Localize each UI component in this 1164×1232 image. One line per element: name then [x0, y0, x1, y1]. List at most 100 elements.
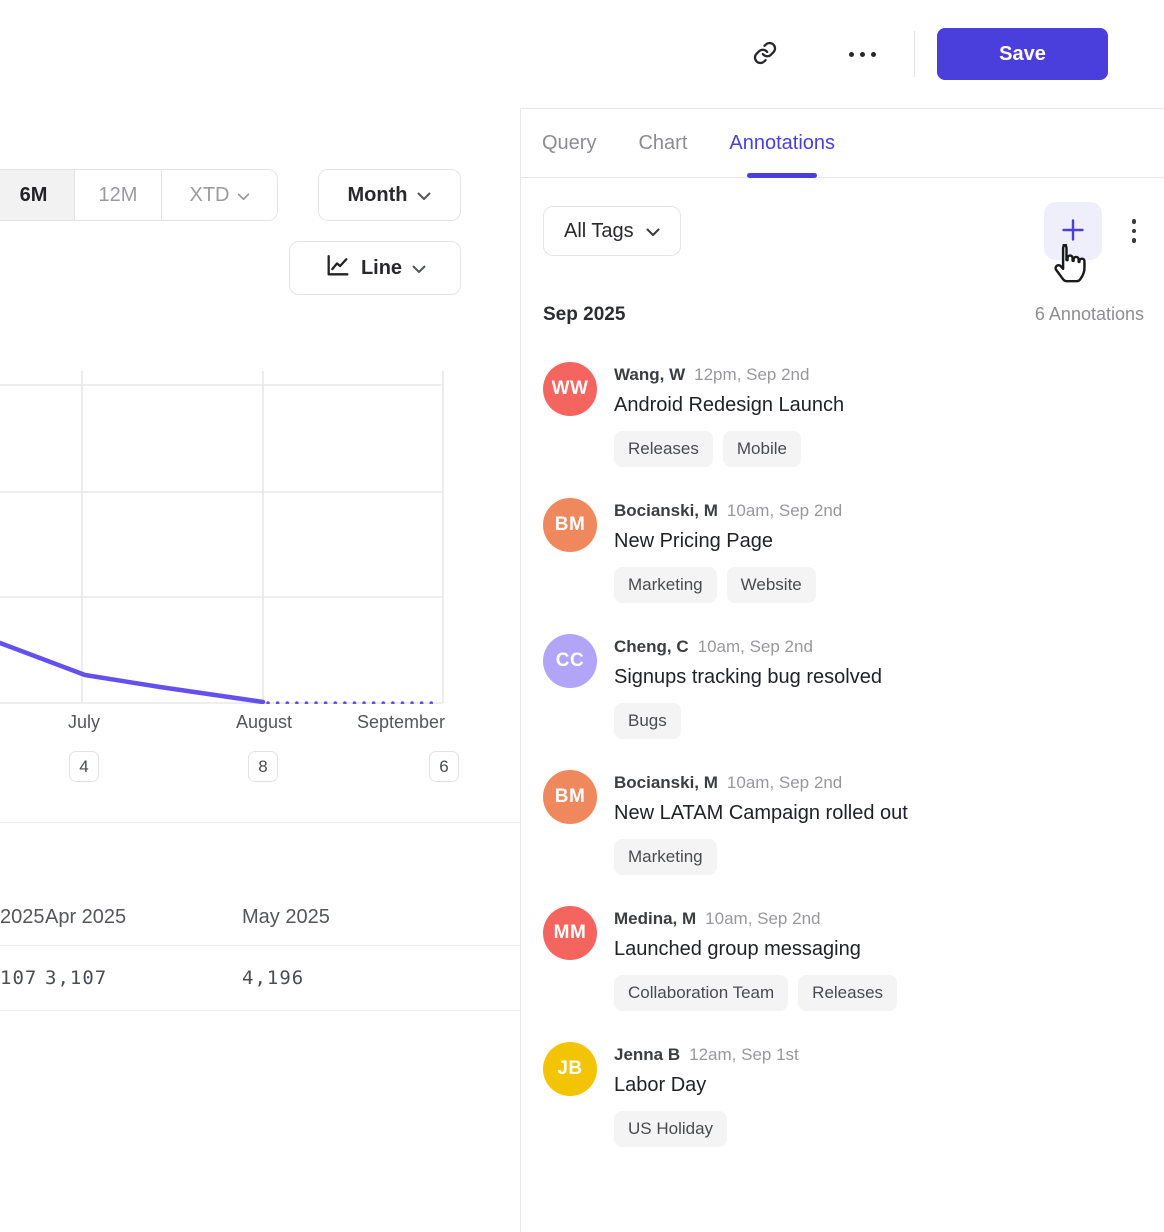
- annotation-timestamp: 12am, Sep 1st: [689, 1045, 799, 1064]
- annotation-title: Launched group messaging: [614, 938, 861, 960]
- tab-annotations-label: Annotations: [729, 131, 836, 154]
- tag-pill[interactable]: Collaboration Team: [614, 975, 789, 1011]
- annotation-title: Android Redesign Launch: [614, 394, 845, 416]
- annotation-timestamp: 10am, Sep 2nd: [705, 909, 821, 928]
- tag-pill[interactable]: Marketing: [614, 839, 717, 875]
- avatar: MM: [543, 906, 597, 960]
- table-header-cell: Apr 2025: [45, 906, 127, 928]
- line-chart-plot[interactable]: [0, 371, 470, 705]
- copy-link-button[interactable]: [741, 30, 789, 78]
- tab-query[interactable]: Query: [542, 109, 596, 177]
- annotation-body: Bocianski, M 10am, Sep 2nd New Pricing Pag…: [614, 498, 842, 603]
- add-annotation-button[interactable]: [1044, 202, 1102, 260]
- annotation-title: New LATAM Campaign rolled out: [614, 802, 908, 824]
- axis-tick-label: July: [67, 712, 101, 732]
- table-header-cell: May 2025: [242, 906, 330, 928]
- avatar: WW: [543, 362, 597, 416]
- more-options-button[interactable]: [834, 30, 890, 78]
- avatar: CC: [543, 634, 597, 688]
- chart-x-axis: July August September: [0, 712, 470, 740]
- chevron-down-icon: [237, 184, 250, 207]
- annotation-count-badges: 4 8 6: [0, 751, 470, 783]
- range-button-label: XTD: [189, 183, 230, 206]
- axis-tick-label: August: [235, 712, 293, 732]
- annotation-author: Cheng, C: [614, 637, 689, 656]
- annotation-item[interactable]: MM Medina, M 10am, Sep 2nd Launched group m…: [543, 906, 1144, 1011]
- month-group-header: Sep 2025 6 Annotations: [543, 304, 1144, 326]
- range-button-label: 12M: [98, 183, 138, 206]
- tag-pill[interactable]: US Holiday: [614, 1111, 728, 1147]
- tab-chart[interactable]: Chart: [638, 109, 687, 177]
- annotation-item[interactable]: JB Jenna B 12am, Sep 1st Labor Day US Holida…: [543, 1042, 1144, 1147]
- active-tab-underline: [747, 173, 818, 178]
- right-panel-tabs: Query Chart Annotations: [521, 108, 1164, 178]
- annotation-count-badge[interactable]: 4: [69, 751, 99, 782]
- annotation-list: WW Wang, W 12pm, Sep 2nd Android Redesign L…: [543, 362, 1144, 1147]
- annotation-title: Labor Day: [614, 1074, 707, 1096]
- annotation-item[interactable]: CC Cheng, C 10am, Sep 2nd Signups tracking …: [543, 634, 1144, 739]
- tab-annotations[interactable]: Annotations: [729, 109, 836, 178]
- annotation-body: Bocianski, M 10am, Sep 2nd New LATAM Campa…: [614, 770, 908, 875]
- granularity-label: Month: [347, 183, 408, 206]
- ellipsis-icon: [848, 51, 876, 57]
- line-chart-icon: [324, 252, 351, 285]
- date-range-button-group: 6M 12M XTD: [0, 169, 278, 221]
- kebab-icon: [1131, 219, 1137, 243]
- header-divider: [914, 31, 915, 77]
- tag-pill[interactable]: Bugs: [614, 703, 681, 739]
- annotation-item[interactable]: BM Bocianski, M 10am, Sep 2nd New Pricing P…: [543, 498, 1144, 603]
- tab-chart-label: Chart: [638, 131, 688, 154]
- range-button-12m[interactable]: 12M: [74, 170, 161, 220]
- table-value-cell: 107: [0, 967, 38, 989]
- granularity-dropdown[interactable]: Month: [318, 169, 461, 221]
- annotation-author: Bocianski, M: [614, 773, 718, 792]
- table-header-row: 2025 Apr 2025 May 2025: [0, 823, 520, 946]
- annotation-count-badge[interactable]: 6: [429, 751, 459, 782]
- annotation-tags: Bugs: [614, 703, 882, 739]
- range-button-6m[interactable]: 6M: [0, 170, 74, 220]
- annotations-menu-button[interactable]: [1124, 211, 1144, 251]
- annotation-tags: US Holiday: [614, 1111, 799, 1147]
- annotation-author: Bocianski, M: [614, 501, 718, 520]
- tag-pill[interactable]: Releases: [614, 431, 713, 467]
- table-value-cell: 3,107: [45, 967, 108, 989]
- tags-filter-label: All Tags: [564, 219, 634, 242]
- tag-pill[interactable]: Releases: [798, 975, 898, 1011]
- annotation-title: New Pricing Page: [614, 530, 773, 552]
- avatar: BM: [543, 770, 597, 824]
- annotation-count: 6 Annotations: [1034, 304, 1144, 324]
- table-header-cell: 2025: [0, 906, 45, 928]
- annotation-tags: Releases Mobile: [614, 431, 844, 467]
- link-icon: [752, 40, 778, 69]
- chevron-down-icon: [412, 257, 426, 280]
- annotation-item[interactable]: WW Wang, W 12pm, Sep 2nd Android Redesign L…: [543, 362, 1144, 467]
- chart-svg: [0, 371, 444, 705]
- chevron-down-icon: [646, 220, 660, 243]
- annotation-body: Medina, M 10am, Sep 2nd Launched group mes…: [614, 906, 898, 1011]
- chart-type-dropdown[interactable]: Line: [289, 241, 461, 295]
- tag-pill[interactable]: Website: [726, 567, 816, 603]
- annotation-tags: Marketing: [614, 839, 908, 875]
- tag-pill[interactable]: Marketing: [614, 567, 717, 603]
- annotation-timestamp: 10am, Sep 2nd: [726, 773, 843, 792]
- annotation-timestamp: 10am, Sep 2nd: [697, 637, 813, 656]
- tag-pill[interactable]: Mobile: [722, 431, 801, 467]
- annotation-title: Signups tracking bug resolved: [614, 666, 882, 688]
- tags-filter-dropdown[interactable]: All Tags: [543, 206, 681, 256]
- annotation-author: Medina, M: [614, 909, 697, 928]
- panel-divider: [520, 108, 521, 1232]
- avatar: BM: [543, 498, 597, 552]
- save-button[interactable]: Save: [937, 28, 1108, 80]
- table-value-cell: 4,196: [242, 967, 305, 989]
- tab-query-label: Query: [542, 131, 597, 154]
- annotation-item[interactable]: BM Bocianski, M 10am, Sep 2nd New LATAM Cam…: [543, 770, 1144, 875]
- annotations-toolbar: All Tags: [543, 202, 1144, 260]
- toolbar-actions: [1044, 202, 1144, 260]
- table-value-row: 107 3,107 4,196: [0, 946, 520, 1011]
- axis-tick-label: September: [356, 712, 445, 732]
- annotation-count-badge[interactable]: 8: [248, 751, 278, 782]
- range-button-label: 6M: [19, 183, 48, 206]
- avatar: JB: [543, 1042, 597, 1096]
- range-button-xtd[interactable]: XTD: [161, 170, 277, 220]
